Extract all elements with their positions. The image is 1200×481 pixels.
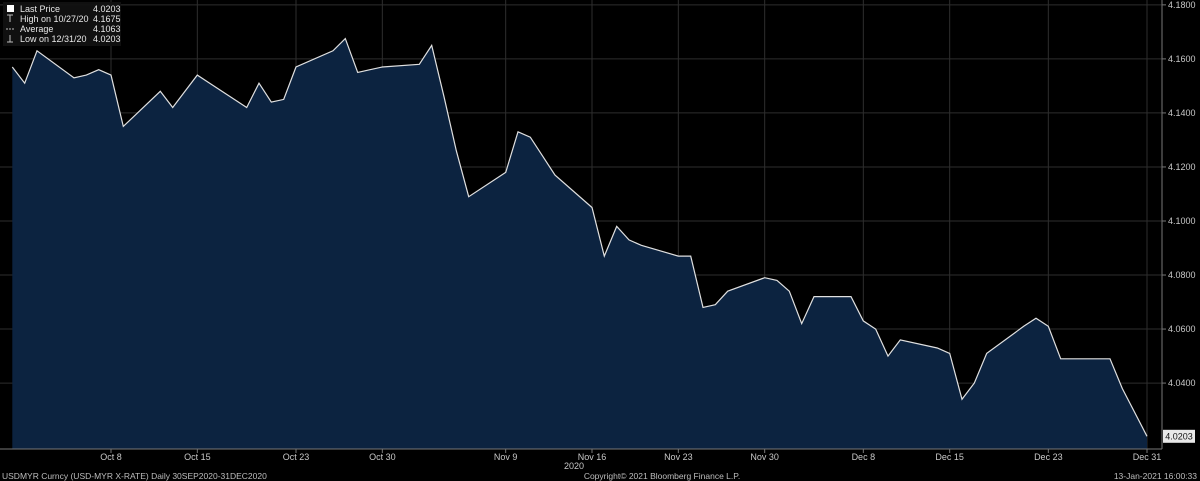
last-value-box <box>1163 429 1195 443</box>
legend-average-label: Average <box>20 24 53 34</box>
legend-low-value: 4.0203 <box>93 34 121 44</box>
y-tick-label: 4.0800 <box>1168 270 1196 280</box>
y-tick-label: 4.1800 <box>1168 0 1196 10</box>
x-tick-label: Oct 30 <box>369 452 396 462</box>
y-tick-label: 4.1000 <box>1168 216 1196 226</box>
x-tick-label: Nov 16 <box>578 452 607 462</box>
x-tick-label: Dec 23 <box>1034 452 1063 462</box>
legend-low-label: Low on 12/31/20 <box>20 34 87 44</box>
legend: Last Price 4.0203 High on 10/27/20 4.167… <box>3 2 121 46</box>
legend-last-price-swatch <box>7 5 14 12</box>
x-axis-ticks: Oct 8 Oct 15 Oct 23 Oct 30 Nov 9 Nov 16 Nov 23… <box>100 449 1161 462</box>
footer-right: 13-Jan-2021 16:00:33 <box>1114 471 1197 481</box>
y-axis-ticks: 4.1800 4.1600 4.1400 4.1200 4.1000 4.0800 4.06… <box>1162 0 1196 388</box>
x-tick-label: Oct 8 <box>100 452 122 462</box>
x-tick-label: Nov 30 <box>750 452 779 462</box>
x-tick-label: Dec 8 <box>852 452 876 462</box>
x-tick-label: Dec 31 <box>1133 452 1162 462</box>
legend-last-price-value: 4.0203 <box>93 4 121 14</box>
legend-high-icon <box>7 14 13 22</box>
last-value-label: 4.0203 <box>1165 431 1193 441</box>
y-tick-label: 4.0400 <box>1168 378 1196 388</box>
legend-low-icon <box>7 35 13 43</box>
price-area <box>12 38 1147 449</box>
x-tick-label: Nov 9 <box>494 452 518 462</box>
y-tick-label: 4.1600 <box>1168 54 1196 64</box>
x-tick-label: Oct 15 <box>184 452 211 462</box>
footer-center: Copyright© 2021 Bloomberg Finance L.P. <box>584 471 740 481</box>
legend-last-price-label: Last Price <box>20 4 60 14</box>
y-tick-label: 4.1400 <box>1168 108 1196 118</box>
price-line <box>11 37 1148 437</box>
x-tick-label: Oct 23 <box>283 452 310 462</box>
y-tick-label: 4.1200 <box>1168 162 1196 172</box>
legend-background <box>3 2 121 46</box>
legend-high-value: 4.1675 <box>93 14 121 24</box>
x-year-label: 2020 <box>564 461 584 471</box>
legend-average-value: 4.1063 <box>93 24 121 34</box>
legend-high-label: High on 10/27/20 <box>20 14 89 24</box>
footer-left: USDMYR Curncy (USD-MYR X-RATE) Daily 30S… <box>2 471 267 481</box>
x-tick-label: Dec 15 <box>935 452 964 462</box>
x-tick-label: Nov 23 <box>664 452 693 462</box>
y-tick-label: 4.0600 <box>1168 324 1196 334</box>
last-value-marker: 4.0203 <box>1163 429 1195 443</box>
